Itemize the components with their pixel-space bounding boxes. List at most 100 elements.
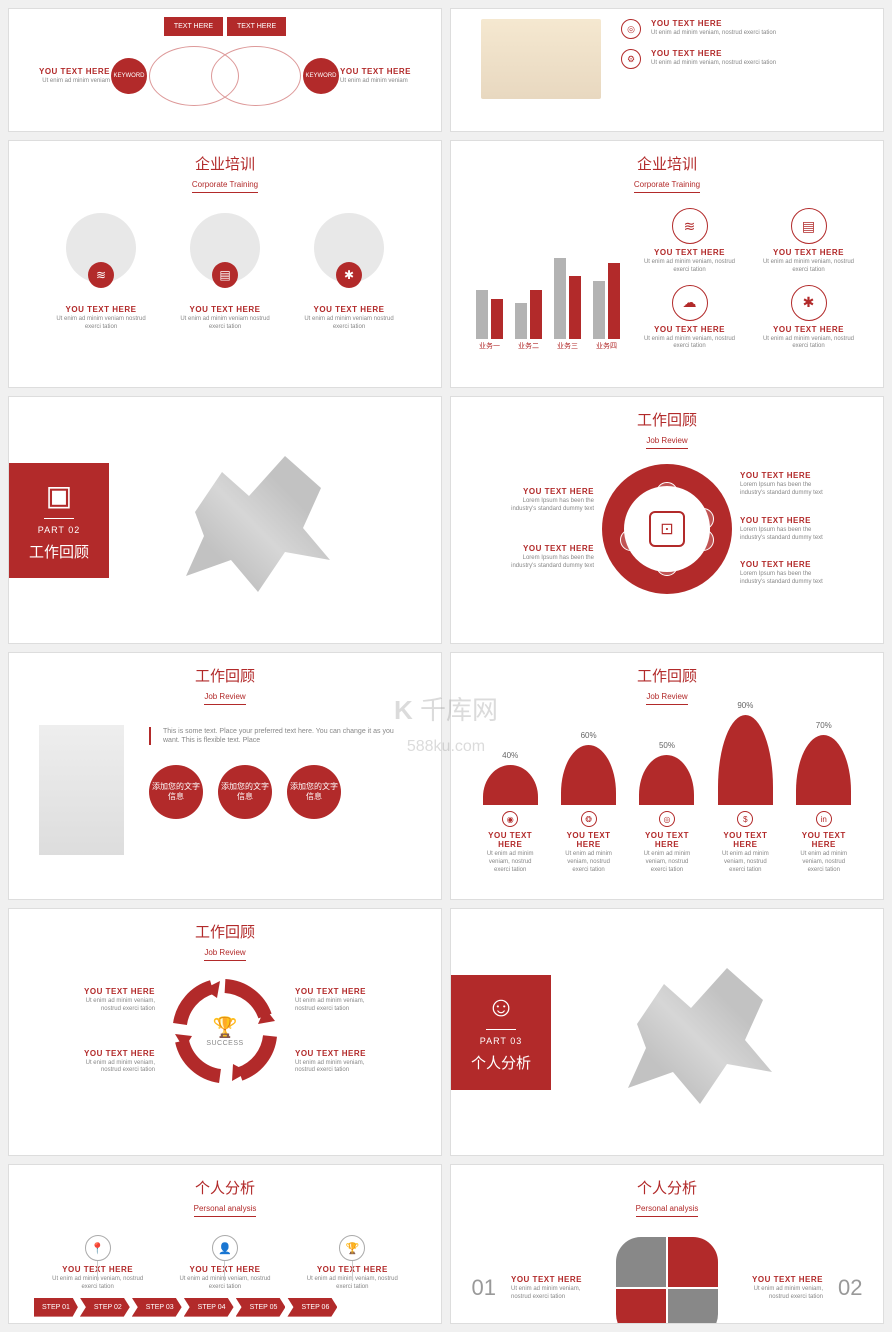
- target-icon: ◎: [621, 19, 641, 39]
- photo-placeholder: [481, 19, 601, 99]
- slide-8-peaks-chart: 工作回顾 Job Review 40% 60% 50% 90% 70% ◉YOU…: [450, 652, 884, 900]
- center-label: SUCCESS: [206, 1040, 243, 1047]
- quadrant-shape: [616, 1237, 718, 1324]
- title-cn: 企业培训: [9, 153, 441, 174]
- slide-1-keywords: TEXT HERE TEXT HERE YOU TEXT HERE Ut eni…: [8, 8, 442, 132]
- info-pill: 添加您的文字信息: [218, 765, 272, 819]
- subtext: Ut enim ad minim veniam nostrud exerci t…: [175, 316, 275, 332]
- title-cn: 工作回顾: [451, 409, 883, 430]
- title-cn: 工作回顾: [9, 665, 441, 686]
- title-en: Personal analysis: [636, 1204, 699, 1217]
- subtext: Ut enim ad minim veniam, nostrud exerci …: [651, 30, 776, 38]
- text-here-box: TEXT HERE: [227, 17, 286, 36]
- label: YOU TEXT HERE: [559, 831, 619, 849]
- title-cn: 企业培训: [451, 153, 883, 174]
- title-en: Job Review: [204, 948, 245, 961]
- atom-icon: ✱: [336, 262, 362, 288]
- bar-cat: 业务四: [596, 341, 617, 351]
- step: STEP 02: [80, 1298, 130, 1317]
- label: YOU TEXT HERE: [480, 831, 540, 849]
- title-en: Job Review: [646, 692, 687, 705]
- label: YOU TEXT HERE: [299, 305, 399, 314]
- title-cn: 个人分析: [9, 1177, 441, 1198]
- label: YOU TEXT HERE: [511, 1275, 601, 1284]
- peak-pct: 90%: [737, 701, 753, 710]
- title-cn: 个人分析: [451, 1177, 883, 1198]
- subtext: Ut enim ad minim veniam, nostrud exerci …: [794, 851, 854, 874]
- peak-pct: 50%: [659, 741, 675, 750]
- runner-graphic: [601, 952, 781, 1112]
- wifi-icon: ≋: [672, 208, 708, 244]
- label: YOU TEXT HERE: [740, 560, 835, 569]
- linkedin-icon: in: [816, 811, 832, 827]
- number-01: 01: [472, 1275, 496, 1301]
- label: YOU TEXT HERE: [75, 1049, 155, 1058]
- label: YOU TEXT HERE: [175, 305, 275, 314]
- devices-icon: ⊡: [649, 511, 685, 547]
- part-number: PART 03: [480, 1036, 523, 1046]
- text-here-box: TEXT HERE: [164, 17, 223, 36]
- video-icon: ▣: [46, 479, 72, 512]
- step-chevrons: STEP 01 STEP 02 STEP 03 STEP 04 STEP 05 …: [9, 1298, 441, 1317]
- part-title: 工作回顾: [29, 541, 89, 562]
- wifi-icon: ≋: [88, 262, 114, 288]
- trophy-icon: 🏆: [206, 1015, 243, 1040]
- peak-pct: 60%: [581, 731, 597, 740]
- label: YOU TEXT HERE: [39, 67, 110, 76]
- step: STEP 06: [287, 1298, 337, 1317]
- label: YOU TEXT HERE: [740, 516, 835, 525]
- target-icon: ◎: [659, 811, 675, 827]
- person-icon: ☺: [487, 991, 516, 1023]
- title-en: Corporate Training: [192, 180, 258, 193]
- ring-node-icon: ▦: [692, 508, 714, 530]
- subtext: Ut enim ad minim veniam, nostrud exerci …: [75, 998, 155, 1014]
- subtext: Ut enim ad minim veniam, nostrud exerci …: [637, 851, 697, 874]
- label: YOU TEXT HERE: [499, 487, 594, 496]
- ring-node-icon: ▣: [656, 554, 678, 576]
- slide-5-section-divider: ▣ PART 02 工作回顾: [8, 396, 442, 644]
- note-text: This is some text. Place your preferred …: [163, 727, 411, 745]
- gear-icon: ⚙: [621, 49, 641, 69]
- subtext: Ut enim ad minim veniam, nostrud exerci …: [651, 60, 776, 68]
- label: YOU TEXT HERE: [640, 325, 739, 334]
- subtext: Ut enim ad minim veniam nostrud exerci t…: [51, 316, 151, 332]
- label: YOU TEXT HERE: [651, 49, 776, 58]
- step: STEP 01: [34, 1298, 78, 1317]
- step: STEP 03: [132, 1298, 182, 1317]
- card-icon: ▤: [791, 208, 827, 244]
- subtext: Ut enim ad minim veniam, nostrud exerci …: [480, 851, 540, 874]
- slide-2-image-text: ◎ YOU TEXT HERE Ut enim ad minim veniam,…: [450, 8, 884, 132]
- keyword-circle: KEYWORD: [111, 58, 147, 94]
- slide-12-analysis: 个人分析 Personal analysis 01 YOU TEXT HERE …: [450, 1164, 884, 1324]
- title-en: Job Review: [646, 436, 687, 449]
- slide-3-training-photos: 企业培训 Corporate Training ≋ ▤ ✱ YOU TEXT H…: [8, 140, 442, 388]
- slide-4-training-chart: 企业培训 Corporate Training 业务一 业务二: [450, 140, 884, 388]
- label: YOU TEXT HERE: [794, 831, 854, 849]
- label: YOU TEXT HERE: [651, 19, 776, 28]
- label: YOU TEXT HERE: [715, 831, 775, 849]
- subtext: Lorem Ipsum has been the industry's stan…: [740, 571, 835, 587]
- subtext: Ut enim ad minim veniam, nostrud exerci …: [640, 259, 739, 275]
- info-pill: 添加您的文字信息: [149, 765, 203, 819]
- slide-6-ring-diagram: 工作回顾 Job Review YOU TEXT HERE Lorem Ipsu…: [450, 396, 884, 644]
- ring-chart: ⊡ ◉ ▦ ▤ ▣ ◈: [602, 464, 732, 594]
- ring-node-icon: ◉: [656, 482, 678, 504]
- subtext: Ut enim ad minim veniam, nostrud exerci …: [295, 1060, 375, 1076]
- camera-icon: ◉: [502, 811, 518, 827]
- subtext: Ut enim ad minim veniam: [340, 78, 411, 86]
- label: YOU TEXT HERE: [759, 248, 858, 257]
- step: STEP 04: [184, 1298, 234, 1317]
- label: YOU TEXT HERE: [51, 305, 151, 314]
- subtext: Ut enim ad minim veniam, nostrud exerci …: [640, 336, 739, 352]
- subtext: Lorem Ipsum has been the industry's stan…: [740, 482, 835, 498]
- subtext: Ut enim ad minim veniam, nostrud exerci …: [759, 336, 858, 352]
- step: STEP 05: [236, 1298, 286, 1317]
- title-en: Personal analysis: [194, 1204, 257, 1217]
- peak-pct: 70%: [816, 721, 832, 730]
- slide-9-cycle: 工作回顾 Job Review YOU TEXT HEREUt enim ad …: [8, 908, 442, 1156]
- photo-placeholder: [39, 725, 124, 855]
- number-02: 02: [838, 1275, 862, 1301]
- ring-node-icon: ◈: [620, 529, 642, 551]
- slide-11-steps: 个人分析 Personal analysis 📍 👤 🏆 YOU TEXT HE…: [8, 1164, 442, 1324]
- subtext: Lorem Ipsum has been the industry's stan…: [740, 527, 835, 543]
